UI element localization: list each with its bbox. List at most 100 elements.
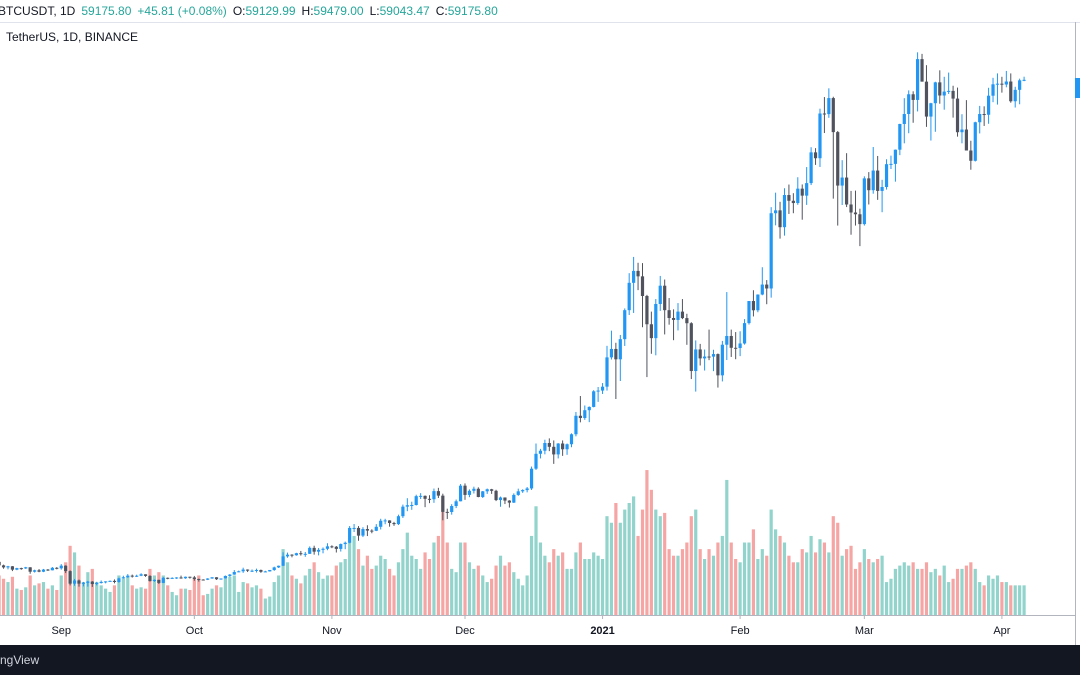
candle-body — [503, 497, 507, 501]
volume-bar — [245, 583, 250, 615]
candle-body — [41, 569, 46, 572]
candle-body — [303, 553, 307, 555]
volume-bar — [414, 558, 418, 615]
candle-body — [241, 569, 245, 572]
candle-body — [135, 575, 139, 577]
candle-body — [938, 82, 942, 96]
volume-bar — [339, 562, 343, 615]
volume-bar — [876, 558, 880, 615]
candle-body — [507, 500, 511, 503]
candle-body — [50, 567, 54, 571]
volume-bar — [587, 558, 591, 615]
candle-body — [822, 113, 827, 115]
candle-body — [161, 577, 165, 583]
volume-bar — [50, 585, 54, 615]
candle-body — [219, 578, 223, 580]
volume-bar — [46, 588, 50, 615]
last-price: 59175.80 — [81, 4, 132, 18]
candle-body — [374, 526, 378, 531]
ohlc-fields: O: 59129.99 H: 59479.00 L: 59043.47 C: 59175.80 — [233, 4, 504, 18]
candle-body — [436, 491, 440, 496]
candle-body — [490, 489, 494, 491]
volume-bar — [822, 542, 827, 615]
candle-body — [836, 132, 840, 186]
candle-body — [285, 554, 290, 557]
candle-body — [272, 567, 276, 570]
volume-bar — [472, 568, 476, 615]
volume-bar — [250, 587, 254, 615]
volume-bar — [512, 572, 516, 615]
candle-body — [481, 491, 485, 497]
candle-body — [245, 569, 250, 571]
volume-bar — [707, 549, 711, 615]
field-value: 59175.80 — [447, 4, 498, 18]
candle-body — [321, 548, 325, 550]
volume-bar — [1018, 585, 1022, 615]
candle-body — [223, 575, 228, 579]
volume-bar — [831, 516, 835, 615]
candle-body — [858, 214, 862, 225]
volume-bar — [348, 542, 352, 615]
candle-body — [432, 491, 436, 500]
candle-body — [924, 81, 929, 117]
volume-bar — [845, 549, 849, 615]
volume-bar — [334, 565, 338, 615]
chart: Sep Oct Nov Dec 2021 Feb Mar Apr — [0, 22, 1080, 645]
candle-body — [1, 565, 6, 568]
volume-bar — [458, 542, 463, 615]
candle-body — [760, 284, 764, 295]
candle-body — [405, 505, 409, 507]
volume-bar — [86, 572, 90, 615]
candle-body — [986, 95, 991, 115]
volume-bar — [503, 565, 507, 615]
candle-body — [845, 177, 849, 205]
candle-body — [15, 568, 19, 570]
candle-body — [547, 443, 551, 447]
candle-body — [565, 444, 569, 450]
candle-body — [982, 114, 986, 116]
candle-body — [130, 575, 134, 577]
volume-bar — [947, 582, 951, 615]
candle-body — [995, 83, 1000, 85]
volume-bar — [37, 583, 41, 615]
volume-bar — [756, 558, 760, 615]
candle-body — [569, 434, 574, 445]
volume-bar — [481, 575, 485, 615]
volume-bar — [454, 572, 458, 615]
candle-body — [960, 129, 964, 133]
candle-body — [587, 406, 591, 411]
volume-bar — [711, 555, 716, 615]
volume-bar — [254, 585, 259, 615]
volume-bar — [991, 578, 995, 615]
volume-bar — [836, 522, 840, 615]
candle-body — [583, 410, 587, 419]
volume-bar — [769, 509, 773, 615]
candle-body — [188, 576, 192, 578]
candle-body — [596, 390, 600, 392]
volume-bar — [166, 585, 170, 615]
candle-body — [365, 529, 369, 531]
candle-body — [139, 574, 143, 576]
candle-body — [898, 123, 902, 150]
volume-bar — [951, 578, 955, 615]
candle-body — [765, 284, 769, 289]
volume-bar — [867, 558, 871, 615]
volume-bar — [1, 578, 6, 615]
candle-body — [72, 580, 77, 584]
candle-body — [742, 323, 747, 344]
volume-bar — [507, 562, 511, 615]
candle-body — [734, 347, 738, 349]
volume-bar — [15, 588, 19, 615]
candle-body — [805, 183, 809, 196]
volume-bar — [592, 552, 596, 615]
candle-body — [818, 113, 822, 159]
volume-bar — [649, 489, 653, 615]
candle-body — [81, 582, 86, 584]
volume-bar — [232, 575, 236, 615]
volume-bar — [973, 568, 977, 615]
candle-body — [911, 94, 915, 100]
candle-body — [59, 565, 63, 569]
volume-bar — [361, 565, 365, 615]
candle-body — [117, 578, 121, 582]
legend-header: BTCUSDT, 1D 59175.80 +45.81 (+0.08%) O: 5… — [0, 0, 504, 22]
